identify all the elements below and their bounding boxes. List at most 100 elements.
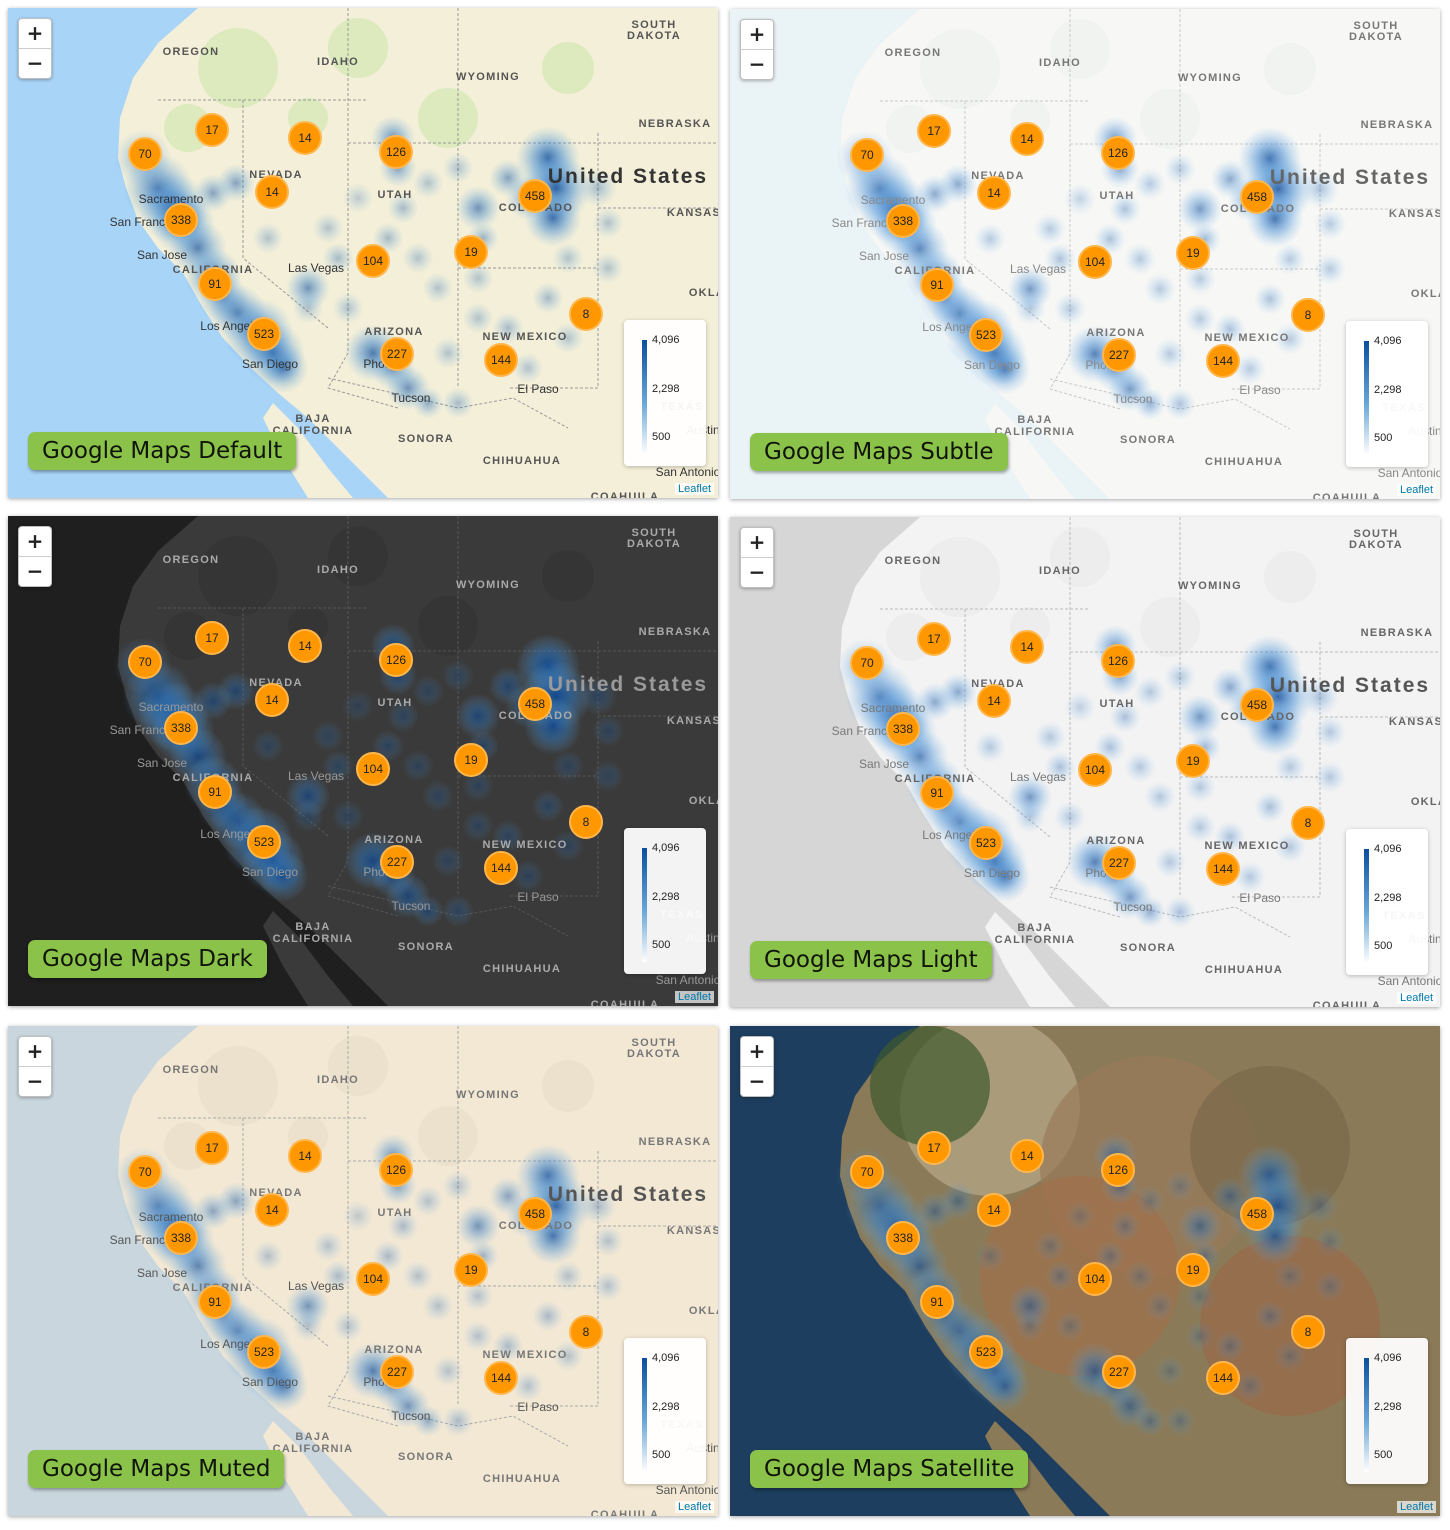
cluster-marker[interactable]: 144 — [1206, 344, 1240, 378]
zoom-out-button[interactable]: − — [741, 557, 773, 587]
cluster-marker[interactable]: 227 — [380, 845, 414, 879]
cluster-marker[interactable]: 144 — [1206, 852, 1240, 886]
map-panel-satellite[interactable]: 70 17 14 126 14 458 338 104 19 91 523 8 227 144 + − 4… — [730, 1026, 1440, 1516]
cluster-marker[interactable]: 14 — [977, 176, 1011, 210]
cluster-marker[interactable]: 14 — [977, 684, 1011, 718]
cluster-marker[interactable]: 70 — [128, 137, 162, 171]
cluster-marker[interactable]: 91 — [920, 776, 954, 810]
cluster-marker[interactable]: 17 — [917, 1131, 951, 1165]
cluster-marker[interactable]: 8 — [569, 805, 603, 839]
cluster-marker[interactable]: 19 — [1176, 744, 1210, 778]
cluster-marker[interactable]: 104 — [1078, 1262, 1112, 1296]
leaflet-attribution-link[interactable]: Leaflet — [1396, 992, 1436, 1004]
cluster-marker[interactable]: 70 — [128, 645, 162, 679]
map-canvas[interactable]: 70 17 14 126 14 458 338 104 19 91 523 8 227 144 — [730, 1026, 1440, 1516]
cluster-marker[interactable]: 17 — [195, 1131, 229, 1165]
cluster-marker[interactable]: 91 — [920, 268, 954, 302]
cluster-marker[interactable]: 8 — [1291, 806, 1325, 840]
cluster-marker[interactable]: 14 — [288, 121, 322, 155]
cluster-marker[interactable]: 91 — [198, 1285, 232, 1319]
zoom-out-button[interactable]: − — [19, 1066, 51, 1096]
cluster-marker[interactable]: 458 — [518, 1197, 552, 1231]
cluster-marker[interactable]: 17 — [917, 622, 951, 656]
zoom-out-button[interactable]: − — [741, 49, 773, 79]
cluster-marker[interactable]: 17 — [917, 114, 951, 148]
cluster-marker[interactable]: 17 — [195, 113, 229, 147]
cluster-marker[interactable]: 227 — [1102, 338, 1136, 372]
cluster-marker[interactable]: 91 — [198, 775, 232, 809]
cluster-marker[interactable]: 70 — [850, 1155, 884, 1189]
leaflet-attribution-link[interactable]: Leaflet — [674, 483, 714, 495]
cluster-marker[interactable]: 458 — [518, 687, 552, 721]
cluster-marker[interactable]: 126 — [1101, 136, 1135, 170]
cluster-marker[interactable]: 14 — [255, 1193, 289, 1227]
cluster-marker[interactable]: 104 — [1078, 753, 1112, 787]
cluster-marker[interactable]: 338 — [886, 712, 920, 746]
cluster-marker[interactable]: 14 — [255, 175, 289, 209]
cluster-marker[interactable]: 523 — [969, 318, 1003, 352]
zoom-out-button[interactable]: − — [19, 556, 51, 586]
map-panel-dark[interactable]: OREGON IDAHO WYOMING SOUTH DAKOTA NEBRASKA NEV… — [8, 516, 718, 1006]
cluster-marker[interactable]: 458 — [518, 179, 552, 213]
zoom-in-button[interactable]: + — [748, 1039, 766, 1063]
leaflet-attribution-link[interactable]: Leaflet — [1396, 1501, 1436, 1513]
cluster-marker[interactable]: 91 — [198, 267, 232, 301]
cluster-marker[interactable]: 144 — [1206, 1361, 1240, 1395]
cluster-marker[interactable]: 523 — [247, 317, 281, 351]
cluster-marker[interactable]: 19 — [1176, 236, 1210, 270]
cluster-marker[interactable]: 126 — [379, 135, 413, 169]
cluster-marker[interactable]: 338 — [164, 1221, 198, 1255]
cluster-marker[interactable]: 523 — [247, 1335, 281, 1369]
zoom-in-button[interactable]: + — [26, 529, 44, 553]
leaflet-attribution-link[interactable]: Leaflet — [1396, 484, 1436, 496]
cluster-marker[interactable]: 104 — [356, 752, 390, 786]
cluster-marker[interactable]: 19 — [454, 235, 488, 269]
cluster-marker[interactable]: 19 — [454, 1253, 488, 1287]
cluster-marker[interactable]: 458 — [1240, 180, 1274, 214]
map-panel-muted[interactable]: OREGON IDAHO WYOMING SOUTH DAKOTA NEBRASKA NEV… — [8, 1026, 718, 1516]
cluster-marker[interactable]: 91 — [920, 1285, 954, 1319]
map-panel-subtle[interactable]: OREGON IDAHO WYOMING SOUTH DAKOTA NEBRASKA NEV… — [730, 9, 1440, 499]
cluster-marker[interactable]: 144 — [484, 851, 518, 885]
cluster-marker[interactable]: 8 — [1291, 1315, 1325, 1349]
cluster-marker[interactable]: 126 — [379, 643, 413, 677]
cluster-marker[interactable]: 338 — [886, 1221, 920, 1255]
cluster-marker[interactable]: 523 — [247, 825, 281, 859]
zoom-in-button[interactable]: + — [26, 21, 44, 45]
cluster-marker[interactable]: 70 — [128, 1155, 162, 1189]
cluster-marker[interactable]: 14 — [255, 683, 289, 717]
leaflet-attribution-link[interactable]: Leaflet — [674, 991, 714, 1003]
cluster-marker[interactable]: 19 — [1176, 1253, 1210, 1287]
cluster-marker[interactable]: 14 — [1010, 630, 1044, 664]
cluster-marker[interactable]: 14 — [288, 629, 322, 663]
cluster-marker[interactable]: 338 — [164, 711, 198, 745]
zoom-in-button[interactable]: + — [26, 1039, 44, 1063]
zoom-in-button[interactable]: + — [748, 530, 766, 554]
leaflet-attribution-link[interactable]: Leaflet — [674, 1501, 714, 1513]
cluster-marker[interactable]: 70 — [850, 646, 884, 680]
cluster-marker[interactable]: 14 — [1010, 122, 1044, 156]
cluster-marker[interactable]: 104 — [356, 1262, 390, 1296]
cluster-marker[interactable]: 8 — [1291, 298, 1325, 332]
cluster-marker[interactable]: 126 — [1101, 644, 1135, 678]
cluster-marker[interactable]: 458 — [1240, 1197, 1274, 1231]
cluster-marker[interactable]: 458 — [1240, 688, 1274, 722]
cluster-marker[interactable]: 144 — [484, 1361, 518, 1395]
cluster-marker[interactable]: 126 — [1101, 1153, 1135, 1187]
cluster-marker[interactable]: 14 — [977, 1193, 1011, 1227]
cluster-marker[interactable]: 70 — [850, 138, 884, 172]
cluster-marker[interactable]: 523 — [969, 1335, 1003, 1369]
cluster-marker[interactable]: 227 — [380, 1355, 414, 1389]
cluster-marker[interactable]: 19 — [454, 743, 488, 777]
cluster-marker[interactable]: 227 — [380, 337, 414, 371]
cluster-marker[interactable]: 104 — [356, 244, 390, 278]
zoom-out-button[interactable]: − — [19, 48, 51, 78]
cluster-marker[interactable]: 338 — [886, 204, 920, 238]
cluster-marker[interactable]: 104 — [1078, 245, 1112, 279]
cluster-marker[interactable]: 126 — [379, 1153, 413, 1187]
